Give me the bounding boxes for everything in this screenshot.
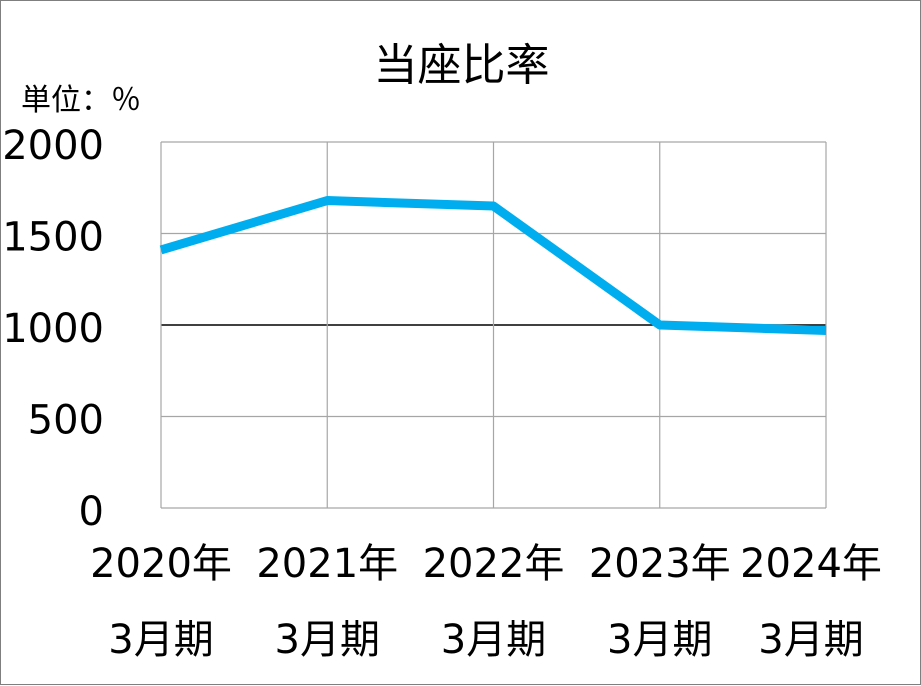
y-tick-label-2000: 2000 (2, 123, 104, 169)
x-tick-label-period: 3月期 (758, 617, 863, 663)
x-tick-label-year: 2020年 (90, 541, 232, 587)
y-tick-label-1500: 1500 (2, 215, 104, 261)
x-tick-label-year: 2021年 (256, 541, 398, 587)
x-tick-label-year: 2024年 (740, 541, 882, 587)
y-tick-label-1000: 1000 (2, 306, 104, 352)
y-tick-label-0: 0 (79, 489, 104, 535)
x-tick-label-period: 3月期 (441, 617, 546, 663)
x-tick-label-period: 3月期 (275, 617, 380, 663)
y-tick-label-500: 500 (28, 398, 104, 444)
x-tick-label-period: 3月期 (607, 617, 712, 663)
x-tick-label-year: 2022年 (423, 541, 565, 587)
x-tick-label-period: 3月期 (108, 617, 213, 663)
x-tick-label-year: 2023年 (589, 541, 731, 587)
